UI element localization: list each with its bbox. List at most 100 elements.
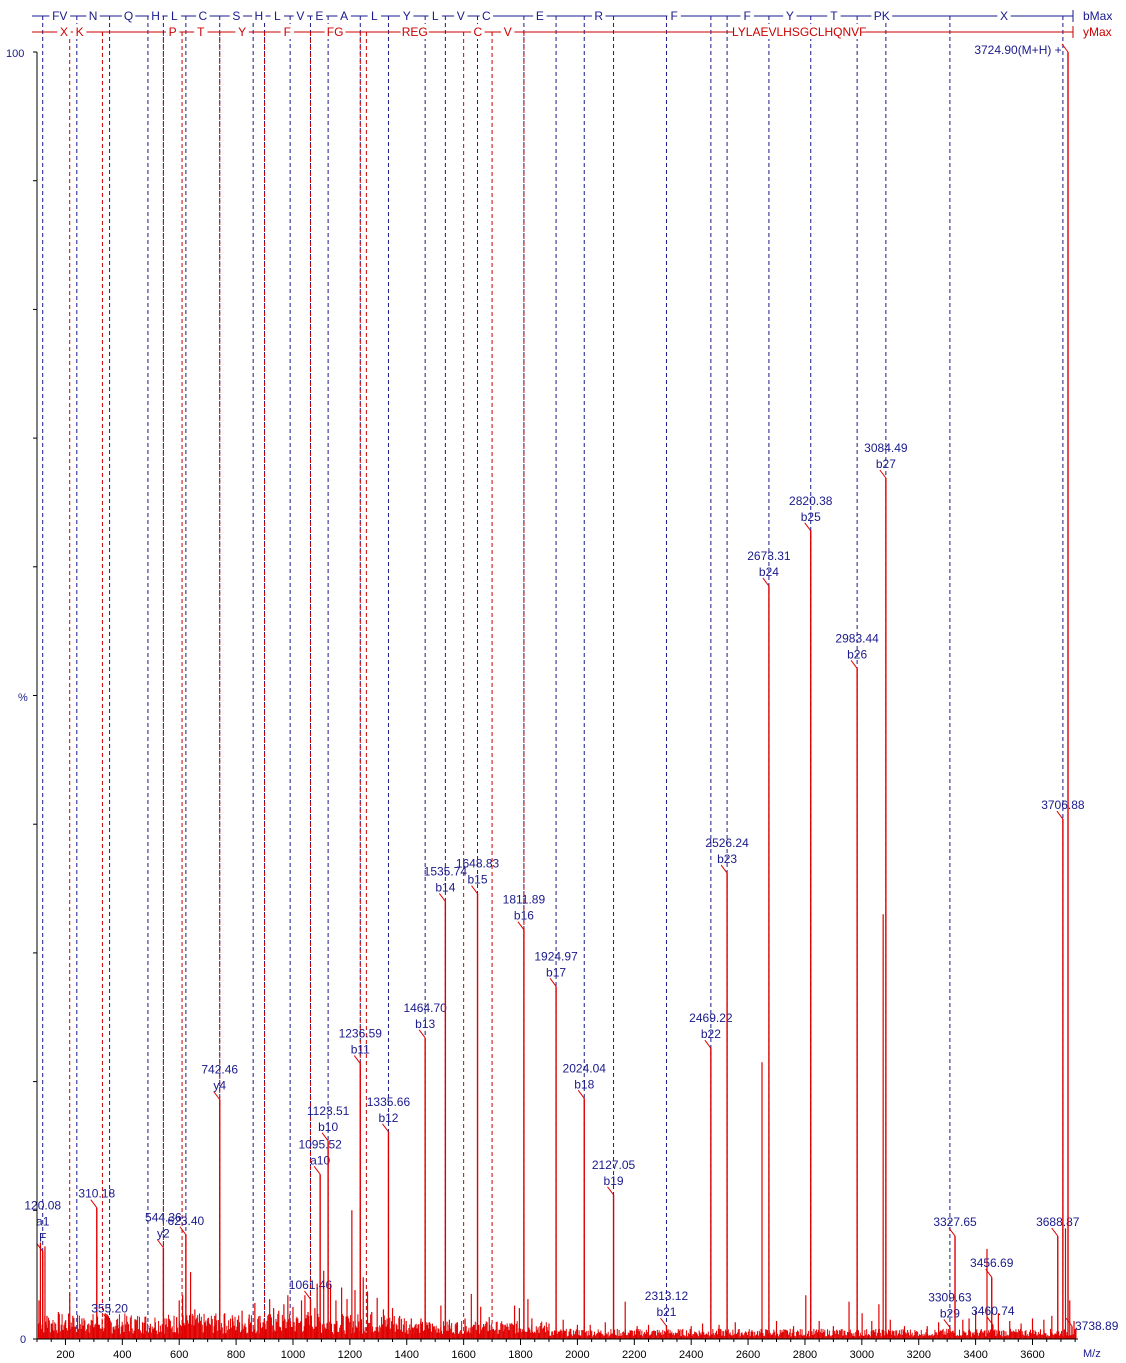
b-residue-label: L: [371, 9, 378, 23]
peak-mz-label: 2127.05: [592, 1158, 636, 1172]
peak-ion-label: b16: [514, 909, 534, 923]
peak-leader: [850, 660, 858, 669]
residue-label-bg: [148, 8, 163, 23]
peak-ion-label: b12: [378, 1111, 398, 1125]
peak-ion-label: a10: [310, 1153, 330, 1167]
x-tick-label: 2400: [679, 1349, 703, 1361]
residue-label-bg: [57, 24, 71, 39]
x-tick-label: 1400: [395, 1349, 419, 1361]
peak-mz-label: 2469.22: [689, 1011, 733, 1025]
peak-leader: [517, 921, 525, 931]
peak-leader: [943, 1319, 951, 1328]
peak-ion-label: b18: [574, 1077, 594, 1091]
peak-leader: [156, 1239, 164, 1248]
residue-label-bg: [324, 24, 346, 39]
peak-ion-label: a1: [36, 1214, 50, 1228]
y-residue-label: T: [197, 25, 205, 39]
b-residue-label: Y: [403, 9, 411, 23]
peak-ion-label: b14: [435, 880, 455, 894]
b-residue-label: L: [432, 9, 439, 23]
peak-mz-label: 310.18: [78, 1187, 115, 1201]
b-residue-label: L: [171, 9, 178, 23]
residue-label-bg: [121, 8, 136, 23]
peak-mz-label: 2820.38: [789, 494, 833, 508]
x-tick-label: 1000: [281, 1349, 305, 1361]
residue-label-bg: [337, 8, 351, 23]
residue-label-bg: [827, 8, 841, 23]
x-tick-label: 800: [227, 1349, 245, 1361]
residue-label-bg: [229, 8, 244, 23]
peak-ion-label: b10: [318, 1120, 338, 1134]
peak-mz-label: 742.46: [201, 1063, 238, 1077]
residue-label-bg: [783, 8, 797, 23]
peak-ion-label: b27: [876, 457, 896, 471]
residue-label-bg: [49, 8, 71, 23]
y-residue-label: LYLAEVLHSGCLHQNVF: [732, 25, 867, 39]
peak-leader: [660, 1317, 667, 1327]
residue-label-bg: [252, 8, 266, 23]
b-residue-label: S: [232, 9, 240, 23]
peak-leader: [90, 1199, 98, 1209]
peak-mz-label: 544.36: [145, 1211, 182, 1225]
residue-label-bg: [400, 8, 414, 23]
peak-ion-label: b29: [940, 1306, 960, 1320]
peak-leader: [179, 1226, 187, 1236]
peak-leader: [985, 1268, 993, 1278]
b-residue-label: R: [594, 9, 603, 23]
peak-leader: [704, 1039, 712, 1049]
y-residue-label: C: [474, 25, 483, 39]
peak-leader: [879, 469, 887, 479]
b-residue-label: FV: [52, 9, 67, 23]
peak-leader: [577, 1090, 585, 1099]
residue-label-bg: [871, 8, 893, 23]
peak-ion-label: b23: [717, 852, 737, 866]
peak-ion-label: b13: [415, 1017, 435, 1031]
y-axis-bottom-label: 0: [20, 1334, 26, 1346]
peak-mz-label: 120.08: [24, 1198, 61, 1212]
b-residue-label: F: [670, 9, 677, 23]
x-tick-label: 3000: [850, 1349, 874, 1361]
residue-label-bg: [533, 8, 547, 23]
b-residue-label: E: [536, 9, 544, 23]
peak-ion-label: b26: [847, 647, 867, 661]
peak-mz-label: 2983.44: [835, 631, 879, 645]
residue-label-bg: [733, 24, 866, 39]
residue-label-bg: [501, 24, 515, 39]
b-residue-label: X: [1000, 9, 1008, 23]
y-residue-label: F: [284, 25, 291, 39]
peak-leader: [382, 1123, 389, 1133]
x-tick-label: 2200: [622, 1349, 646, 1361]
peak-mz-label: 3688.87: [1036, 1215, 1080, 1229]
peak-leader: [313, 1165, 321, 1175]
peak-mz-label: 3309.63: [928, 1290, 972, 1304]
b-residue-label: V: [296, 9, 304, 23]
peak-mz-label: 2673.31: [747, 549, 791, 563]
b-residue-label: H: [255, 9, 264, 23]
peak-ion-label: y2: [157, 1227, 170, 1241]
residue-label-bg: [312, 8, 327, 23]
peak-leader: [321, 1132, 329, 1142]
residue-label-bg: [740, 8, 754, 23]
peak-ion-label: b21: [656, 1305, 676, 1319]
b-residue-label: C: [482, 9, 491, 23]
peak-leader: [438, 893, 446, 902]
residue-label-bg: [592, 8, 606, 23]
peak-mz-label: 1648.83: [456, 857, 500, 871]
peak-leader: [607, 1186, 614, 1196]
peak-mz-label: 3460.74: [971, 1304, 1015, 1318]
b-ladder-label: bMax: [1083, 9, 1112, 23]
peak-leader: [471, 885, 478, 894]
peak-ion-label: b19: [604, 1174, 624, 1188]
peak-mz-label: 1061.46: [289, 1278, 333, 1292]
peak-leader: [304, 1290, 311, 1300]
peak-leader: [986, 1316, 994, 1326]
residue-label-bg: [293, 8, 308, 23]
peak-mz-label: 3084.49: [864, 441, 908, 455]
residue-label-bg: [479, 8, 494, 23]
b-residue-label: C: [198, 9, 207, 23]
residue-label-bg: [167, 8, 182, 23]
residue-label-bg: [270, 8, 285, 23]
